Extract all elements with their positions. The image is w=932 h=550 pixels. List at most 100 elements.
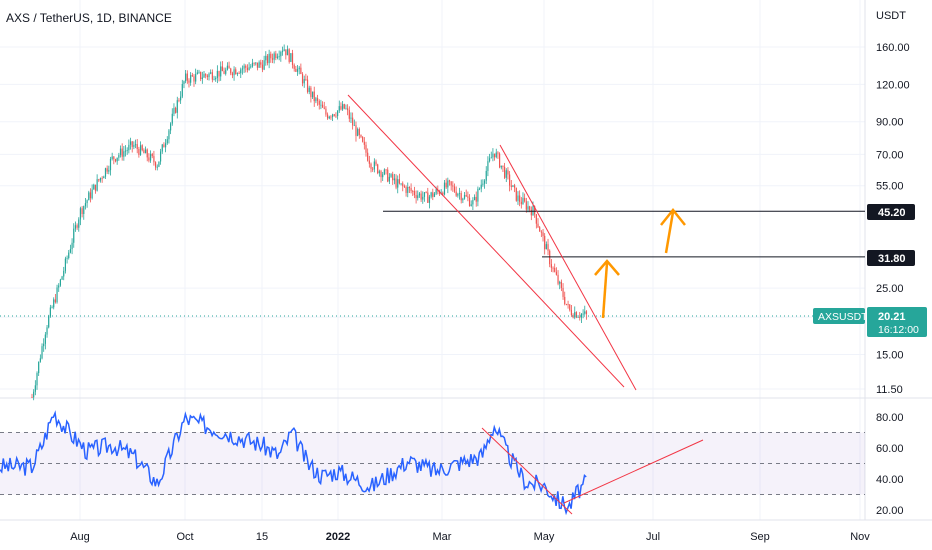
candle-body	[435, 189, 437, 194]
candle-body	[218, 70, 220, 77]
candle-body	[410, 188, 412, 191]
candle-body	[385, 169, 387, 171]
candle-body	[151, 153, 153, 157]
candle-body	[59, 279, 61, 286]
candle-body	[493, 153, 496, 158]
candle-body	[580, 314, 583, 318]
levels-layer	[383, 210, 865, 258]
candle-body	[104, 168, 107, 177]
candle-body	[301, 74, 304, 84]
rsi-layer	[0, 410, 587, 516]
candle-body	[585, 311, 588, 314]
candle-body	[73, 228, 75, 243]
candle-body	[565, 303, 567, 305]
candle-body	[255, 62, 257, 64]
candle-body	[383, 169, 385, 175]
candle-body	[159, 151, 162, 162]
candle-body	[293, 64, 295, 69]
candle-body	[144, 149, 147, 154]
candle-body	[415, 195, 417, 199]
candle-body	[133, 145, 135, 147]
candle-body	[398, 179, 400, 184]
candle-body	[281, 50, 284, 53]
candle-body	[83, 206, 85, 215]
candle-body	[509, 174, 511, 186]
candle-body	[41, 346, 43, 359]
candle-body	[497, 152, 499, 154]
candle-body	[467, 196, 469, 198]
candle-body	[387, 169, 389, 182]
candle-body	[514, 185, 516, 188]
candle-body	[313, 91, 315, 102]
time-axis: Aug Oct 15 2022 Mar May Jul Sep Nov	[70, 531, 870, 543]
candle-body	[460, 193, 462, 201]
candle-body	[188, 80, 190, 83]
candle-body	[74, 225, 77, 229]
candle-body	[99, 177, 102, 181]
candle-body	[178, 100, 180, 102]
candle-body	[93, 184, 95, 190]
candle-body	[367, 152, 369, 161]
candle-body	[134, 144, 137, 146]
candle-body	[468, 197, 471, 206]
candle-body	[230, 68, 232, 74]
candle-body	[505, 170, 507, 178]
last-price-value: 20.21	[878, 311, 906, 323]
candle-body	[296, 69, 299, 72]
candle-body	[210, 72, 212, 74]
candle-body	[305, 79, 307, 80]
candle-body	[569, 304, 571, 310]
candle-body	[195, 74, 197, 82]
price-tick-label: 70.00	[876, 149, 904, 161]
candle-body	[285, 49, 287, 56]
candle-body	[156, 166, 158, 168]
candle-body	[487, 161, 489, 171]
candle-body	[559, 281, 561, 284]
candle-body	[447, 180, 449, 188]
candle-body	[315, 98, 317, 102]
candle-body	[36, 373, 38, 386]
candle-body	[577, 316, 579, 318]
candle-body	[63, 270, 65, 277]
candle-body	[295, 68, 297, 72]
candle-body	[258, 62, 260, 68]
candle-body	[512, 185, 514, 187]
candle-body	[91, 189, 93, 199]
candle-body	[260, 62, 262, 65]
candle-body	[268, 53, 270, 64]
candle-body	[203, 74, 205, 78]
candle-body	[69, 249, 72, 253]
candle-body	[358, 129, 360, 135]
candle-body	[106, 168, 108, 172]
candle-body	[103, 176, 105, 179]
candle-body	[251, 62, 254, 67]
candle-body	[166, 139, 168, 144]
candle-body	[405, 187, 407, 193]
candle-body	[161, 144, 163, 152]
candle-body	[530, 209, 532, 216]
candle-body	[128, 144, 130, 151]
candle-body	[458, 193, 461, 194]
chart-title: AXS / TetherUS, 1D, BINANCE	[6, 11, 172, 25]
candle-body	[372, 168, 374, 170]
candle-body	[241, 68, 244, 70]
candle-body	[450, 181, 452, 186]
candle-body	[545, 244, 547, 250]
candle-body	[570, 309, 573, 316]
candle-body	[226, 65, 228, 70]
candle-body	[101, 177, 103, 179]
candle-body	[377, 164, 379, 174]
candle-body	[332, 114, 334, 117]
candle-body	[323, 107, 325, 109]
time-tick-label: Jul	[646, 531, 660, 543]
candle-body	[215, 78, 217, 80]
candle-body	[121, 148, 123, 157]
candle-body	[342, 104, 344, 110]
candle-body	[395, 178, 397, 188]
candle-body	[337, 110, 339, 117]
candle-body	[146, 149, 148, 158]
candle-body	[347, 108, 349, 111]
candle-body	[286, 49, 289, 56]
candle-body	[425, 192, 427, 194]
